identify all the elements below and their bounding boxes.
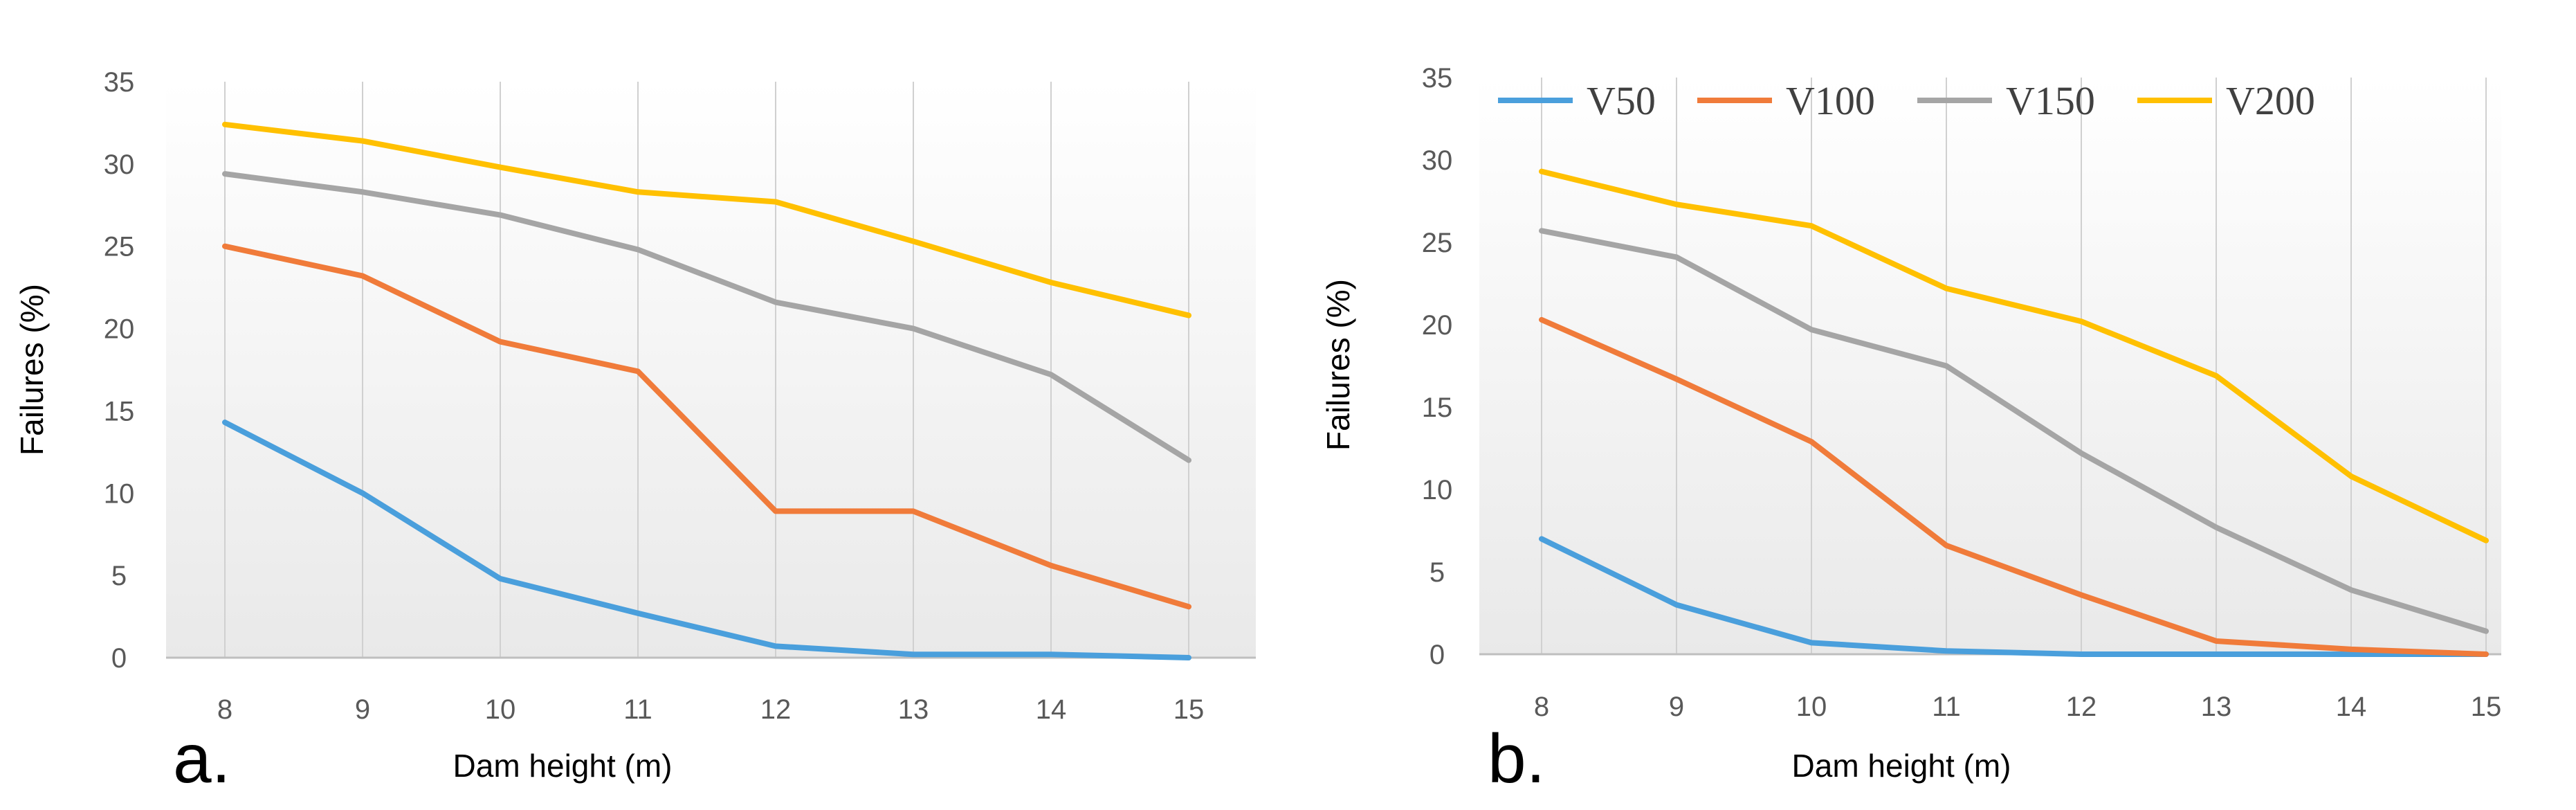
y-tick-label: 10 (1422, 475, 1453, 505)
y-tick-label: 15 (1422, 393, 1453, 423)
x-tick-label: 15 (2471, 692, 2502, 722)
x-tick-label: 12 (2066, 692, 2097, 722)
legend: V50 V100 V150 V200 (1498, 78, 2315, 123)
series-line-v150 (1539, 228, 2489, 634)
legend-label-v100: V100 (1786, 78, 1875, 123)
panel-label: b. (1488, 720, 1545, 798)
series-line-v100 (1539, 316, 2489, 657)
y-tick-label: 5 (1429, 557, 1445, 588)
y-tick-label: 10 (104, 478, 135, 509)
plot-area (1479, 78, 2501, 654)
y-tick-label: 0 (1429, 640, 1445, 670)
series-line-v50 (222, 420, 1191, 660)
x-tick-label: 11 (623, 694, 652, 725)
x-tick-label: 13 (2201, 692, 2232, 722)
series-line-v200 (222, 121, 1191, 318)
y-tick-label: 35 (1422, 63, 1453, 93)
x-tick-label: 14 (1036, 694, 1067, 725)
x-tick-label: 14 (2336, 692, 2367, 722)
legend-label-v50: V50 (1587, 78, 1656, 123)
y-axis-title: Failures (%) (1320, 279, 1356, 451)
series-line-v100 (222, 243, 1191, 610)
chart-panel-b: 0 5 10 15 20 25 30 35 8 9 10 11 12 13 14 15 Failures (%)… (1320, 63, 2501, 798)
y-tick-label: 30 (104, 150, 135, 180)
y-tick-label: 15 (104, 396, 135, 426)
x-axis-title: Dam height (m) (453, 748, 673, 784)
y-tick-label: 35 (104, 67, 135, 98)
legend-label-v200: V200 (2226, 78, 2315, 123)
x-tick-label: 9 (1669, 692, 1684, 722)
y-tick-label: 0 (111, 643, 127, 674)
legend-label-v150: V150 (2006, 78, 2095, 123)
y-axis-title: Failures (%) (14, 284, 50, 456)
series-line-v150 (222, 171, 1191, 463)
x-tick-label: 12 (760, 694, 792, 725)
y-tick-label: 25 (104, 232, 135, 262)
x-tick-label: 9 (355, 694, 370, 725)
x-tick-label: 11 (1932, 692, 1961, 722)
series-line-v200 (1539, 168, 2489, 543)
chart-panel-a: 0 5 10 15 20 25 30 35 8 9 10 11 12 13 14 15 Failures (%)… (14, 67, 1256, 798)
x-tick-label: 8 (217, 694, 232, 725)
y-tick-label: 20 (104, 314, 135, 345)
x-axis-title: Dam height (m) (1792, 748, 2011, 784)
y-tick-label: 25 (1422, 228, 1453, 258)
y-tick-label: 30 (1422, 145, 1453, 176)
x-tick-label: 8 (1534, 692, 1549, 722)
x-tick-label: 10 (485, 694, 516, 725)
plot-area (166, 82, 1256, 658)
panel-label: a. (173, 720, 230, 798)
y-tick-label: 20 (1422, 310, 1453, 341)
x-tick-label: 13 (898, 694, 929, 725)
y-tick-label: 5 (111, 561, 127, 591)
series-line-v50 (1539, 536, 2489, 657)
x-tick-label: 10 (1796, 692, 1827, 722)
x-tick-label: 15 (1173, 694, 1205, 725)
